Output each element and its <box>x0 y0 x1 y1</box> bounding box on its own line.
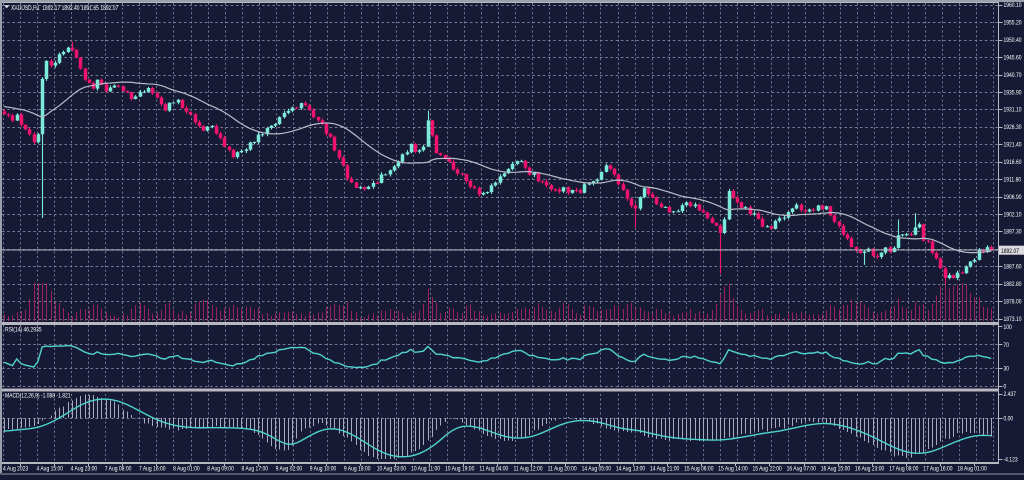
svg-text:4 Aug 23:00: 4 Aug 23:00 <box>71 466 98 473</box>
svg-text:1950.40: 1950.40 <box>1004 38 1022 45</box>
svg-text:14 Aug 13:00: 14 Aug 13:00 <box>616 466 645 473</box>
svg-text:100: 100 <box>1004 324 1012 331</box>
svg-text:0: 0 <box>1004 384 1007 391</box>
svg-text:11 Aug 04:00: 11 Aug 04:00 <box>479 466 508 473</box>
svg-text:1921.40: 1921.40 <box>1004 142 1022 149</box>
svg-text:2.437: 2.437 <box>1004 392 1016 399</box>
svg-text:7 Aug 16:00: 7 Aug 16:00 <box>139 466 166 473</box>
svg-text:7 Aug 08:00: 7 Aug 08:00 <box>105 466 132 473</box>
svg-text:1911.80: 1911.80 <box>1004 177 1022 184</box>
svg-text:4 Aug 2023: 4 Aug 2023 <box>3 466 28 473</box>
svg-text:1945.60: 1945.60 <box>1004 55 1022 62</box>
svg-text:15 Aug 14:00: 15 Aug 14:00 <box>718 466 747 473</box>
svg-text:1873.10: 1873.10 <box>1004 317 1022 324</box>
svg-text:16 Aug 07:00: 16 Aug 07:00 <box>787 466 816 473</box>
svg-text:-4.123: -4.123 <box>1004 457 1018 464</box>
svg-text:1906.90: 1906.90 <box>1004 195 1022 202</box>
svg-text:1882.80: 1882.80 <box>1004 282 1022 289</box>
svg-text:14 Aug 21:00: 14 Aug 21:00 <box>650 466 679 473</box>
svg-text:10 Aug 03:00: 10 Aug 03:00 <box>377 466 406 473</box>
svg-text:1887.60: 1887.60 <box>1004 264 1022 271</box>
svg-text:9 Aug 02:00: 9 Aug 02:00 <box>276 466 303 473</box>
svg-text:10 Aug 11:00: 10 Aug 11:00 <box>411 466 440 473</box>
svg-text:1940.70: 1940.70 <box>1004 73 1022 80</box>
svg-text:70: 70 <box>1004 342 1010 349</box>
svg-text:1955.20: 1955.20 <box>1004 20 1022 27</box>
svg-text:11 Aug 12:00: 11 Aug 12:00 <box>514 466 543 473</box>
svg-text:9 Aug 18:00: 9 Aug 18:00 <box>344 466 371 473</box>
svg-text:1897.30: 1897.30 <box>1004 229 1022 236</box>
svg-text:10 Aug 19:00: 10 Aug 19:00 <box>445 466 474 473</box>
svg-text:1892.07: 1892.07 <box>1001 248 1019 255</box>
svg-text:9 Aug 10:00: 9 Aug 10:00 <box>310 466 337 473</box>
svg-text:0.00: 0.00 <box>1004 416 1014 423</box>
svg-text:XAUUSD,H1 1892.17 1892.40 189: XAUUSD,H1 1892.17 1892.40 1891.65 1892.0… <box>11 5 118 12</box>
svg-text:MACD(12,26,9) -1.088 -1.821: MACD(12,26,9) -1.088 -1.821 <box>5 393 71 400</box>
svg-text:8 Aug 09:00: 8 Aug 09:00 <box>207 466 234 473</box>
svg-text:11 Aug 20:00: 11 Aug 20:00 <box>548 466 577 473</box>
svg-text:4 Aug 15:00: 4 Aug 15:00 <box>36 466 63 473</box>
svg-text:30: 30 <box>1004 366 1010 373</box>
svg-text:8 Aug 01:00: 8 Aug 01:00 <box>173 466 200 473</box>
svg-text:RSI(14) 46.2935: RSI(14) 46.2935 <box>5 327 42 334</box>
svg-text:17 Aug 16:00: 17 Aug 16:00 <box>923 466 952 473</box>
svg-text:1926.30: 1926.30 <box>1004 125 1022 132</box>
svg-text:15 Aug 22:00: 15 Aug 22:00 <box>752 466 781 473</box>
svg-text:14 Aug 05:00: 14 Aug 05:00 <box>582 466 611 473</box>
svg-text:17 Aug 08:00: 17 Aug 08:00 <box>889 466 918 473</box>
svg-text:1935.90: 1935.90 <box>1004 90 1022 97</box>
svg-text:1916.60: 1916.60 <box>1004 160 1022 167</box>
svg-text:18 Aug 01:00: 18 Aug 01:00 <box>957 466 986 473</box>
svg-text:16 Aug 23:00: 16 Aug 23:00 <box>855 466 884 473</box>
svg-text:1902.10: 1902.10 <box>1004 212 1022 219</box>
svg-text:1878.00: 1878.00 <box>1004 299 1022 306</box>
svg-text:15 Aug 06:00: 15 Aug 06:00 <box>684 466 713 473</box>
svg-text:8 Aug 17:00: 8 Aug 17:00 <box>241 466 268 473</box>
svg-text:16 Aug 15:00: 16 Aug 15:00 <box>821 466 850 473</box>
svg-text:1931.10: 1931.10 <box>1004 107 1022 114</box>
svg-text:1960.10: 1960.10 <box>1004 3 1022 10</box>
